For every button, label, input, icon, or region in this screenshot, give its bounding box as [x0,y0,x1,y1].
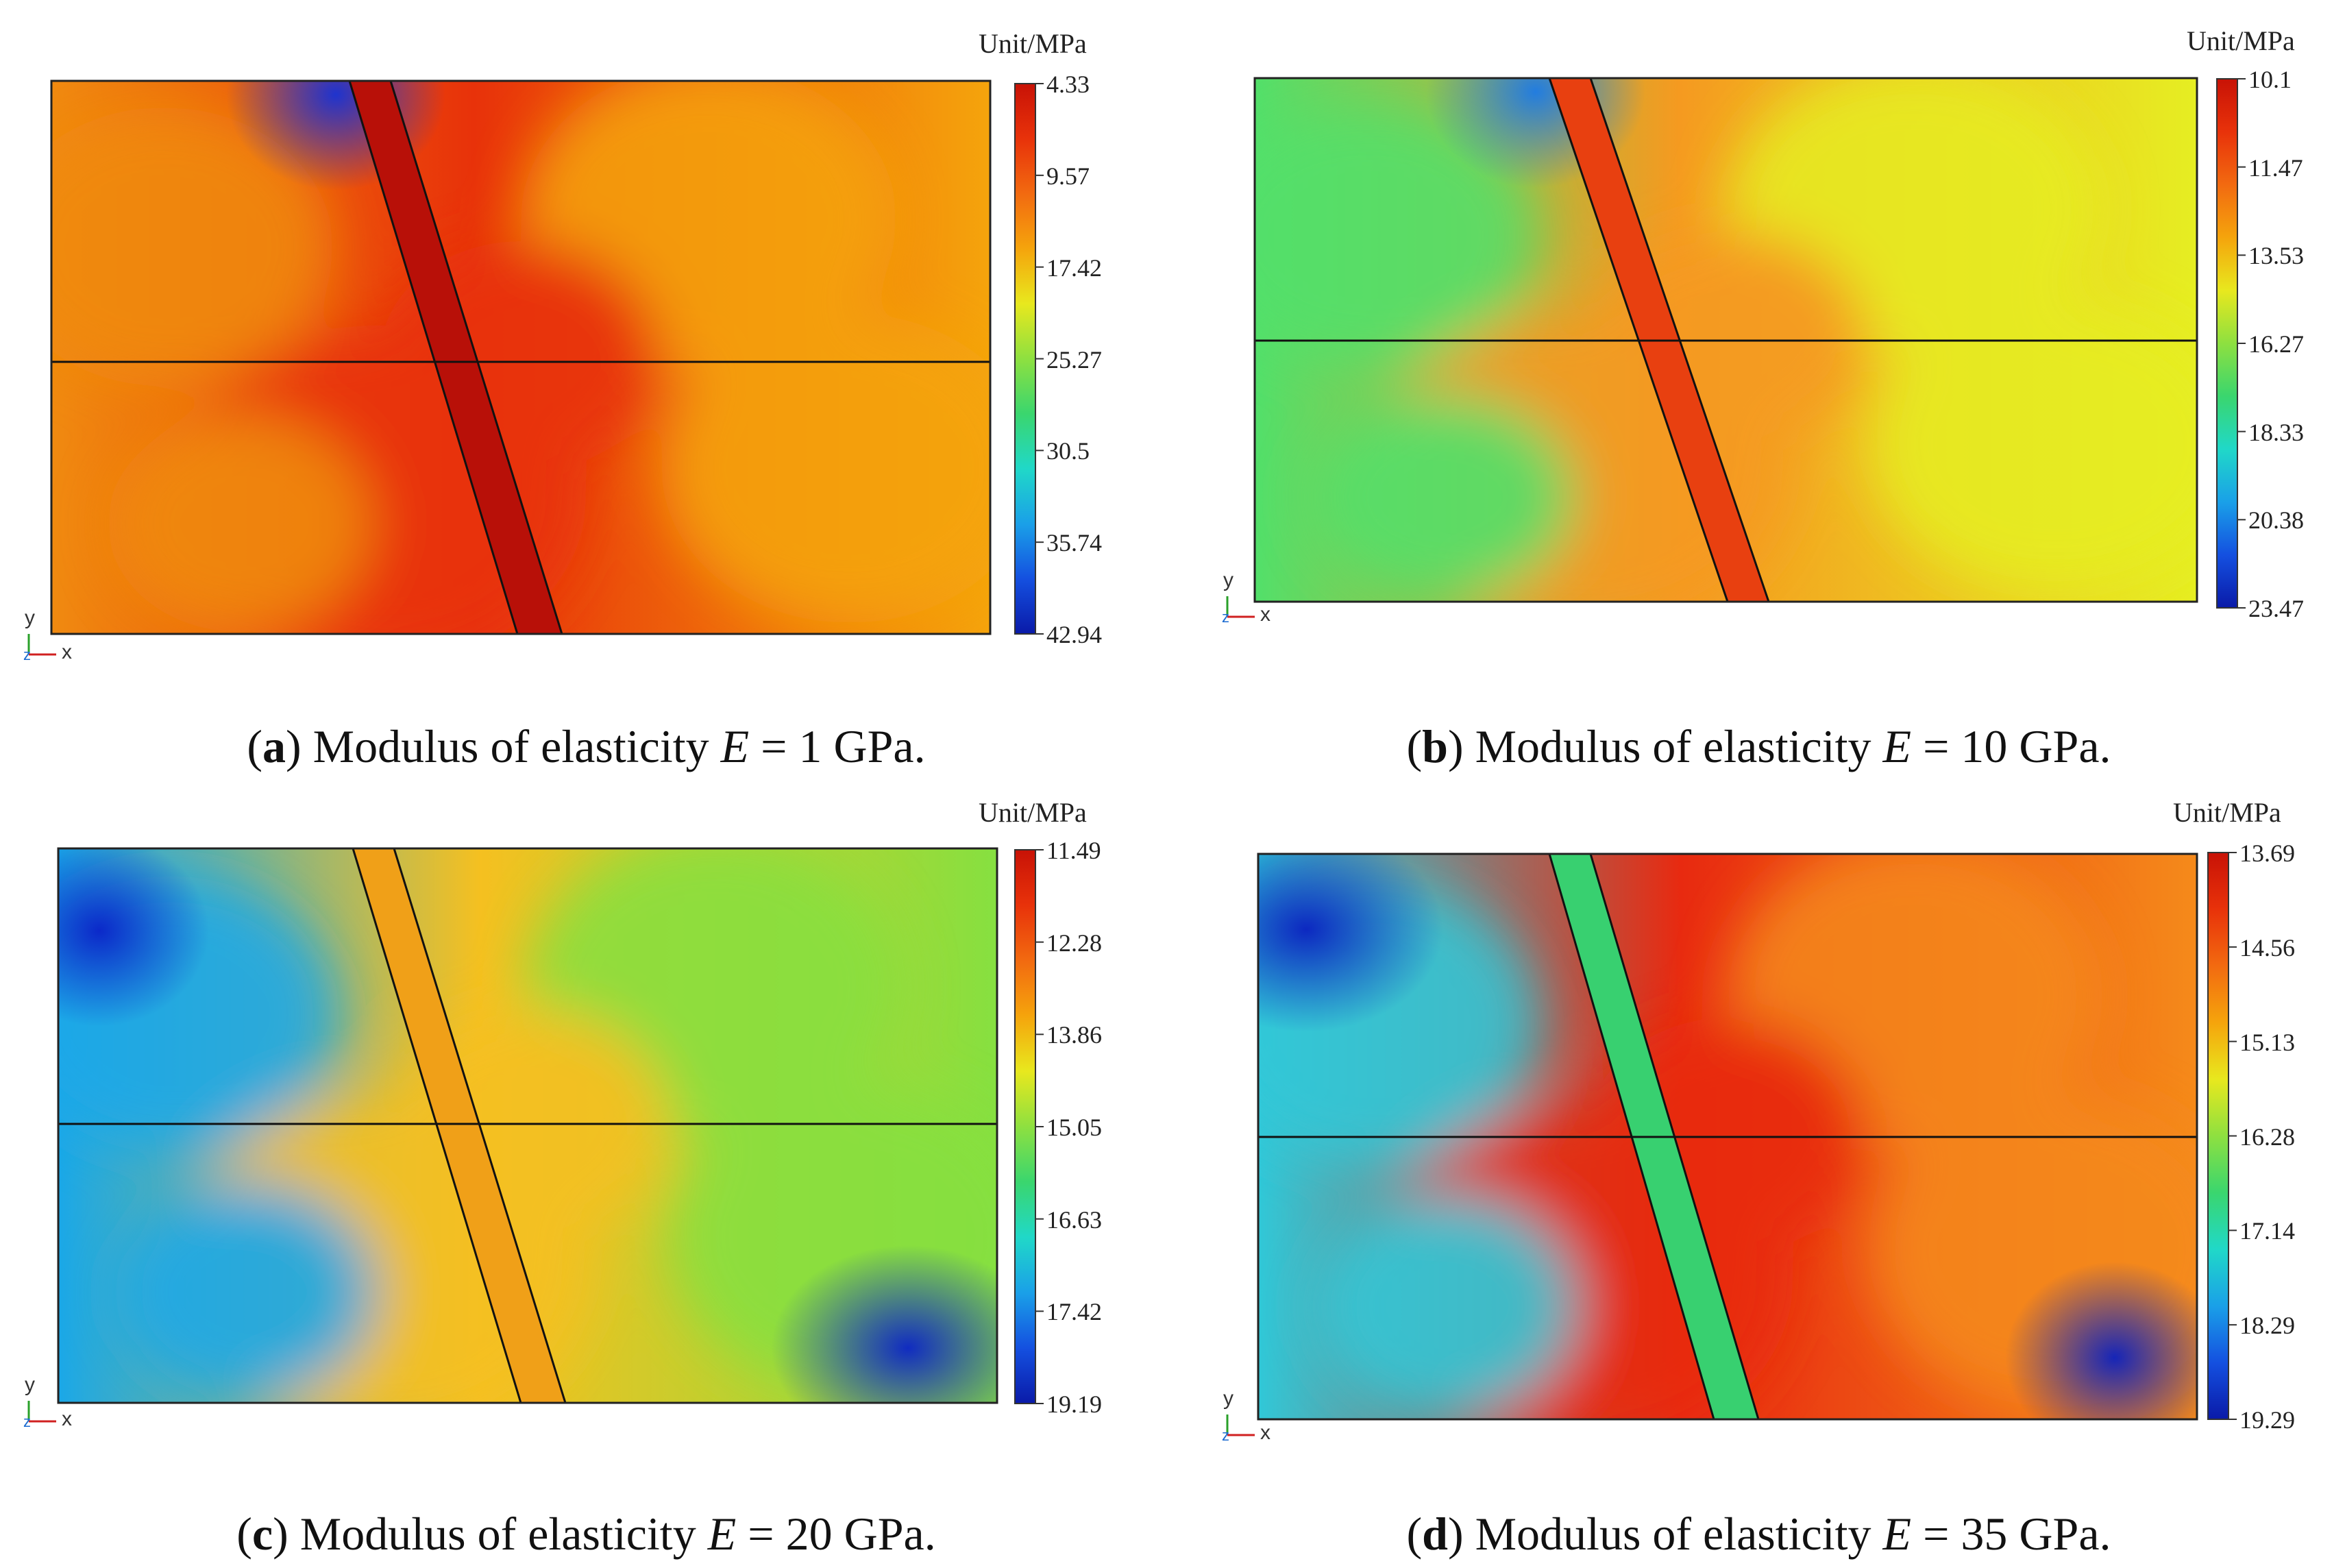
colorbar-tick-label: 35.74 [1046,529,1102,557]
contour-region [1867,297,2197,591]
contour-field [1255,78,2197,602]
colorbar-unit-label: Unit/MPa [979,797,1087,828]
colorbar-tick-label: 17.14 [2239,1217,2295,1245]
z-axis-label: z [23,646,31,663]
colorbar-tick-label: 4.33 [1046,71,1090,98]
colorbar-unit-label: Unit/MPa [2173,797,2281,828]
y-axis-label: y [1223,1387,1233,1410]
panel-a: 4.33 9.57 17.42 25.27 30.5 35.74 42.94 Unit/MPa… [0,0,1172,784]
colorbar-tick-label: 17.42 [1046,254,1102,282]
colorbar-tick-label: 25.27 [1046,345,1102,373]
panel-letter: b [1422,720,1448,772]
panel-letter: c [251,1508,273,1560]
colorbar [1014,849,1036,1404]
colorbar-tick-label: 13.69 [2239,840,2295,867]
extreme-zone [1258,854,1443,1032]
panel-letter: d [1422,1508,1448,1560]
contour-region [51,107,333,387]
panel-caption: (d) Modulus of elasticity E = 35 GPa. [1406,1508,2111,1560]
inclined-layer [348,81,563,634]
extreme-zone [58,848,209,1027]
x-axis-label: x [62,1408,72,1430]
caption-variable: E [720,720,750,772]
y-axis-label: y [25,607,35,629]
panel-d: 13.69 14.56 15.13 16.28 17.14 18.29 19.29 Unit/… [1172,784,2345,1568]
x-axis-label: x [1260,603,1270,626]
colorbar-tick-label: 18.33 [2248,418,2304,446]
plot-border [1257,853,2198,1421]
panel-b: 10.1 11.47 13.53 16.27 18.33 20.38 23.47 Unit/M… [1172,0,2345,784]
inclined-layer [352,848,567,1403]
colorbar-tick-label: 11.47 [2248,154,2303,182]
colorbar-tick-label: 16.27 [2248,330,2304,358]
contour-region [114,1183,378,1401]
caption-variable: E [1882,1508,1912,1560]
plot-border [1253,77,2198,603]
plot-border [50,79,992,635]
y-axis-label: y [1223,569,1233,591]
extreme-zone [2005,1262,2197,1419]
colorbar-tick-label: 15.05 [1046,1114,1102,1141]
panel-caption: (c) Modulus of elasticity E = 20 GPa. [236,1508,936,1560]
x-axis-label: x [1260,1421,1270,1444]
colorbar-tick-label: 16.63 [1046,1205,1102,1234]
colorbar-tick-label: 19.19 [1046,1391,1102,1418]
colorbar-tick-label: 10.1 [2248,66,2292,93]
plot-border [57,847,998,1404]
colorbar [2216,78,2238,609]
contour-plot-c [27,847,1044,1423]
colorbar-tick-label: 16.28 [2239,1123,2295,1151]
colorbar-unit-label: Unit/MPa [979,28,1087,59]
colorbar-tick-label: 13.86 [1046,1021,1102,1049]
extreme-zone [771,1245,997,1403]
colorbar-tick-label: 20.38 [2248,506,2304,535]
z-axis-label: z [23,1413,31,1430]
contour-field [51,81,990,634]
colorbar-tick-label: 19.29 [2239,1406,2295,1434]
colorbar-tick-label: 9.57 [1046,162,1090,190]
y-axis-label: y [25,1373,35,1396]
caption-variable: E [707,1508,737,1560]
panel-caption: (a) Modulus of elasticity E = 1 GPa. [247,720,926,772]
colorbar-tick-label: 11.49 [1046,837,1101,864]
x-axis-label: x [62,641,72,663]
contour-plot-a [27,79,1044,656]
colorbar-tick-label: 18.29 [2239,1312,2295,1340]
contour-region [1255,103,1538,367]
panel-c: 11.49 12.28 13.86 15.05 16.63 17.42 19.19 Unit/… [0,784,1172,1568]
contour-field [1258,854,2197,1419]
panel-letter: a [262,720,286,772]
contour-region [108,415,371,632]
contour-plot-b [1226,77,2246,618]
colorbar-tick-label: 12.28 [1046,929,1102,957]
colorbar [2207,852,2229,1420]
contour-field [58,848,997,1403]
colorbar [1014,83,1036,635]
caption-variable: E [1882,720,1912,772]
contour-region [661,313,990,623]
panel-caption: (b) Modulus of elasticity E = 10 GPa. [1406,720,2111,772]
z-axis-label: z [1222,609,1229,626]
colorbar-unit-label: Unit/MPa [2187,25,2295,56]
contour-region [1314,1195,1577,1417]
colorbar-tick-label: 42.94 [1046,621,1102,648]
contour-plot-d [1226,852,2237,1436]
colorbar-tick-label: 30.5 [1046,437,1090,465]
colorbar-tick-label: 15.13 [2239,1028,2295,1056]
z-axis-label: z [1222,1427,1229,1444]
colorbar-tick-label: 13.53 [2248,242,2304,270]
colorbar-tick-label: 17.42 [1046,1298,1102,1326]
contour-region [1311,394,1575,600]
colorbar-tick-label: 14.56 [2239,933,2295,961]
colorbar-tick-label: 23.47 [2248,595,2304,622]
